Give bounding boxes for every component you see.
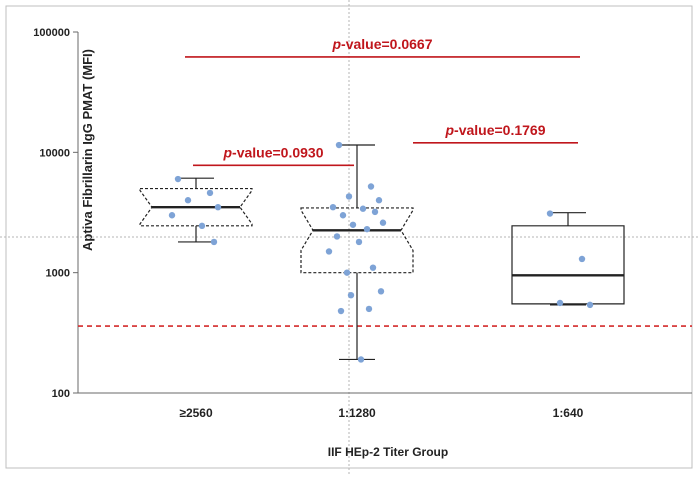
x-tick-label: 1:1280 [338, 406, 376, 420]
data-point [347, 291, 355, 299]
data-point [546, 210, 554, 217]
data-point [371, 208, 379, 216]
pvalue-label: p-value=0.0930 [222, 144, 323, 160]
data-point [343, 269, 351, 276]
x-axis: ≥2560 1:1280 1:640 [78, 392, 692, 420]
data-point [556, 299, 564, 307]
data-point [345, 193, 353, 200]
data-point [168, 212, 176, 219]
pvalue-text: -value=0.1769 [454, 122, 546, 138]
data-point [377, 288, 385, 295]
data-point [349, 221, 357, 228]
box-layer [139, 144, 625, 361]
data-point [333, 233, 341, 240]
data-point [174, 175, 182, 183]
data-point [365, 305, 373, 313]
data-point [210, 238, 218, 246]
y-axis-label: Aptiva Fibrillarin IgG PMAT (MFI) [80, 49, 95, 251]
y-tick-label: 10000 [39, 147, 70, 159]
y-axis: 100 1000 10000 100000 [33, 27, 79, 400]
pvalue-prefix: p [222, 144, 232, 160]
data-point [359, 205, 367, 212]
pvalue-label: p-value=0.0667 [331, 36, 432, 52]
data-point [329, 203, 337, 211]
data-point [335, 141, 343, 149]
box-body [139, 187, 253, 227]
pvalue-prefix: p [331, 36, 341, 52]
data-point [325, 248, 333, 255]
data-point [198, 222, 206, 230]
data-point [578, 255, 586, 263]
x-tick-label: 1:640 [553, 406, 584, 420]
data-point [367, 183, 375, 190]
point-layer [168, 141, 594, 363]
data-point [184, 197, 192, 204]
y-tick-label: 1000 [46, 268, 70, 280]
pvalue-prefix: p [444, 122, 454, 138]
data-point [375, 197, 383, 204]
data-point [369, 264, 377, 271]
pvalue-label: p-value=0.1769 [444, 122, 545, 138]
data-point [214, 203, 222, 211]
data-point [337, 307, 345, 315]
box-body [511, 225, 625, 305]
data-point [339, 212, 347, 219]
x-tick-label: ≥2560 [179, 406, 213, 420]
data-point [363, 225, 371, 233]
data-point [355, 238, 363, 246]
y-tick-label: 100000 [33, 27, 70, 39]
y-tick-label: 100 [52, 388, 70, 400]
data-point [586, 301, 594, 309]
data-point [357, 356, 365, 363]
pvalue-text: -value=0.0930 [232, 144, 324, 160]
x-axis-label: IIF HEp-2 Titer Group [328, 445, 448, 459]
data-point [206, 189, 214, 197]
pvalue-text: -value=0.0667 [341, 36, 433, 52]
data-point [379, 219, 387, 226]
annotation-layer: p-value=0.0667p-value=0.0930p-value=0.17… [185, 36, 580, 167]
